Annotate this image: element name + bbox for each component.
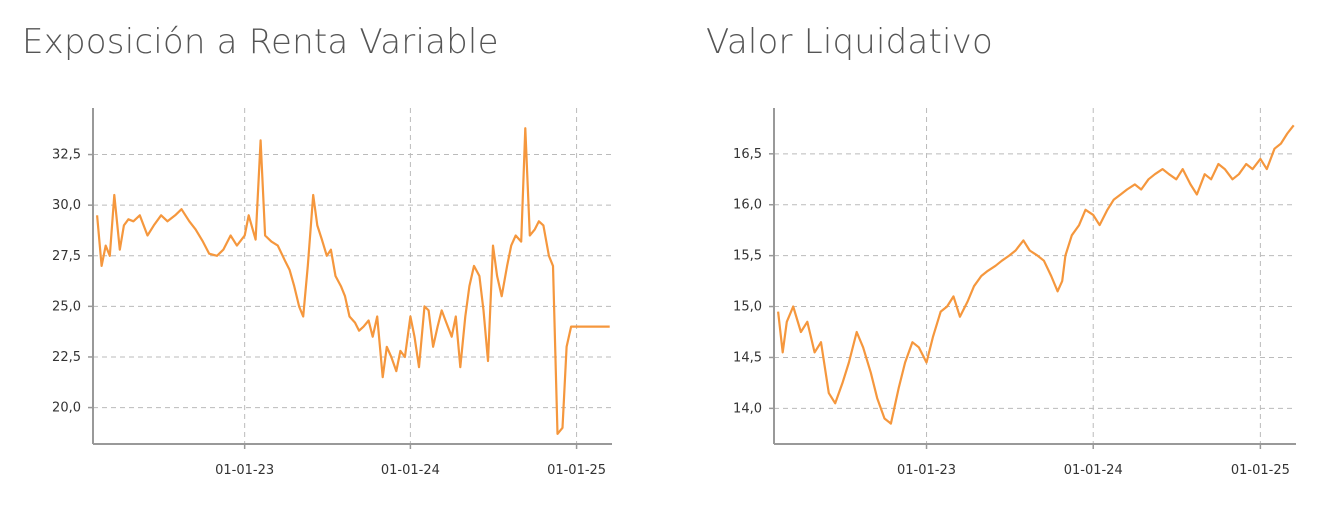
nav-y-tick-label: 14,5 xyxy=(733,350,762,365)
exposure-y-tick-label: 25,0 xyxy=(52,299,81,314)
nav-y-tick-label: 14,0 xyxy=(733,401,762,416)
chart-title-net-asset-value: Valor Liquidativo xyxy=(706,22,993,62)
nav-y-tick-label: 15,5 xyxy=(733,249,762,264)
exposure-y-tick-label: 32,5 xyxy=(52,148,81,163)
nav-x-tick-label: 01-01-25 xyxy=(1231,463,1290,478)
nav-y-tick-label: 16,5 xyxy=(733,147,762,162)
nav-y-tick-label: 15,0 xyxy=(733,300,762,315)
nav-y-tick-label: 16,0 xyxy=(733,198,762,213)
exposure-x-tick-label: 01-01-24 xyxy=(381,463,440,478)
chart-title-equity-exposure: Exposición a Renta Variable xyxy=(22,22,499,62)
exposure-y-tick-label: 30,0 xyxy=(52,198,81,213)
exposure-y-tick-label: 22,5 xyxy=(52,350,81,365)
nav-series-line xyxy=(777,124,1295,425)
nav-x-tick-label: 01-01-23 xyxy=(897,463,956,478)
exposure-x-tick-label: 01-01-23 xyxy=(215,463,274,478)
exposure-y-tick-label: 20,0 xyxy=(52,401,81,416)
nav-x-tick-label: 01-01-24 xyxy=(1064,463,1123,478)
exposure-x-tick-label: 01-01-25 xyxy=(547,463,606,478)
exposure-y-tick-label: 27,5 xyxy=(52,249,81,264)
exposure-series-line xyxy=(96,127,610,435)
